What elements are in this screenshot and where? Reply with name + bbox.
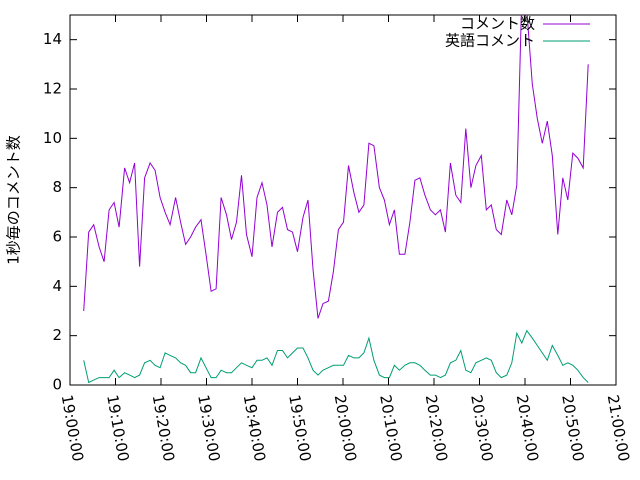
x-tick-label: 20:50:00 (558, 393, 587, 462)
y-tick-label: 0 (52, 376, 62, 394)
series-line (83, 15, 589, 319)
x-tick-label: 19:50:00 (285, 393, 314, 462)
x-tick-label: 19:20:00 (149, 393, 178, 462)
x-tick-label: 19:30:00 (194, 393, 223, 462)
legend-label: コメント数 (460, 15, 535, 33)
y-tick-label: 6 (52, 228, 62, 246)
x-tick-label: 20:40:00 (513, 393, 542, 462)
x-tick-label: 19:00:00 (58, 393, 87, 462)
x-tick-label: 20:30:00 (467, 393, 496, 462)
series-line (83, 329, 589, 384)
x-tick-label: 20:20:00 (422, 393, 451, 462)
legend-label: 英語コメント (445, 32, 535, 50)
y-tick-label: 8 (52, 178, 62, 196)
x-tick-label: 20:10:00 (376, 393, 405, 462)
y-tick-label: 4 (52, 277, 62, 295)
y-tick-label: 2 (52, 326, 62, 344)
x-tick-label: 19:40:00 (240, 393, 269, 462)
x-tick-label: 20:00:00 (331, 393, 360, 462)
y-tick-label: 12 (43, 80, 62, 98)
plot-frame (69, 14, 617, 386)
x-tick-label: 21:00:00 (604, 393, 633, 462)
y-axis-label: 1秒毎のコメント数 (5, 135, 23, 265)
y-tick-label: 10 (43, 129, 62, 147)
y-tick-label: 14 (43, 30, 62, 48)
x-tick-label: 19:10:00 (103, 393, 132, 462)
